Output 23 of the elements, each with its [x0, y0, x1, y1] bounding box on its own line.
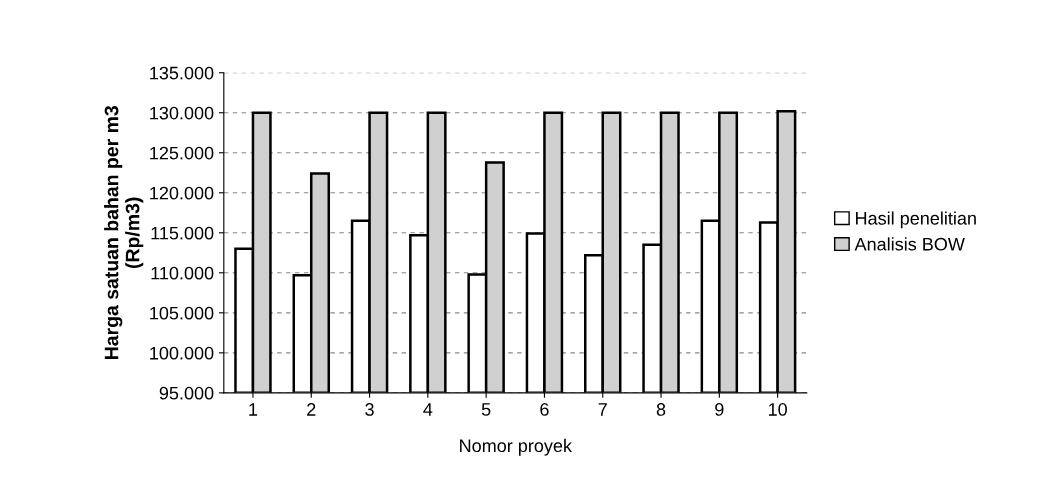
x-tick-label: 2 [307, 403, 316, 416]
y-tick-label: 100.000 [150, 346, 214, 360]
x-tick-label: 3 [365, 403, 374, 416]
y-tick-label: 105.000 [150, 306, 214, 320]
y-tick-label: 115.000 [151, 226, 214, 240]
x-tick-label: 6 [540, 403, 549, 416]
x-tick-label: 8 [656, 403, 666, 416]
legend-label: Hasil penelitian [856, 211, 976, 229]
y-tick-label: 135.000 [150, 66, 214, 80]
x-axis-title: Nomor proyek [460, 438, 573, 456]
y-tick-label: 95.000 [159, 386, 214, 400]
x-tick-label: 5 [481, 403, 491, 416]
x-tick-label: 4 [423, 403, 433, 416]
legend-label: Analisis BOW [854, 237, 965, 251]
y-tick-label: 125.000 [150, 146, 214, 160]
y-axis-title: Harga satuan bahan per m3 (Rp/m3) [104, 105, 144, 359]
y-tick-label: 120.000 [150, 186, 214, 200]
x-tick-label: 7 [598, 403, 607, 416]
x-tick-label: 10 [768, 403, 787, 416]
x-tick-label: 1 [249, 403, 258, 416]
x-tick-label: 9 [715, 403, 724, 416]
y-tick-label: 130.000 [150, 106, 214, 120]
y-tick-label: 110.000 [151, 266, 214, 280]
